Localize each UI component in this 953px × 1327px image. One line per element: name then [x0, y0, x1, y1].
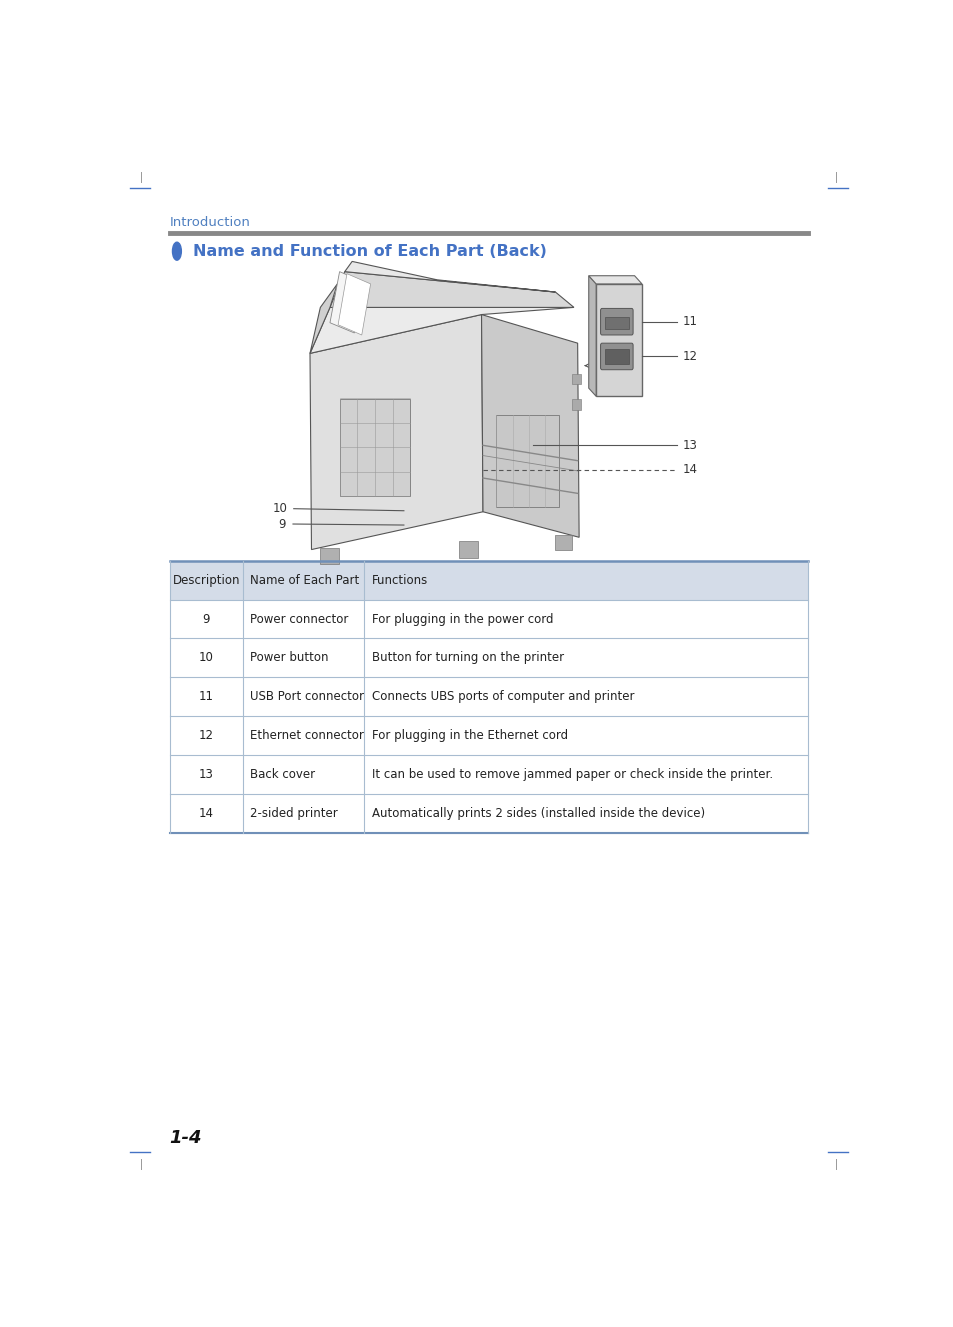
Text: Back cover: Back cover: [250, 768, 315, 780]
Bar: [604, 317, 628, 329]
Polygon shape: [481, 314, 578, 537]
Text: 9: 9: [202, 613, 210, 625]
Polygon shape: [588, 276, 596, 397]
Text: Introduction: Introduction: [170, 216, 250, 230]
Text: Button for turning on the printer: Button for turning on the printer: [372, 652, 563, 665]
Text: 10: 10: [273, 502, 288, 515]
Polygon shape: [588, 276, 641, 284]
Bar: [170, 717, 807, 755]
Polygon shape: [310, 314, 482, 549]
Text: 2-sided printer: 2-sided printer: [250, 807, 337, 820]
Text: 13: 13: [198, 768, 213, 780]
Text: Functions: Functions: [372, 573, 428, 587]
Text: Ethernet connector: Ethernet connector: [250, 729, 364, 742]
Text: 11: 11: [198, 690, 213, 703]
Text: For plugging in the power cord: For plugging in the power cord: [372, 613, 553, 625]
Polygon shape: [337, 273, 370, 334]
FancyBboxPatch shape: [600, 308, 633, 334]
Bar: [555, 535, 571, 549]
Bar: [170, 561, 807, 600]
Bar: [571, 399, 580, 410]
Text: Power connector: Power connector: [250, 613, 349, 625]
Text: Connects UBS ports of computer and printer: Connects UBS ports of computer and print…: [372, 690, 634, 703]
Bar: [496, 414, 558, 507]
Text: 11: 11: [682, 316, 697, 328]
Bar: [170, 638, 807, 677]
Text: 14: 14: [682, 463, 697, 476]
Text: 10: 10: [198, 652, 213, 665]
Text: 12: 12: [682, 350, 697, 364]
Ellipse shape: [172, 243, 181, 260]
Text: Description: Description: [172, 573, 240, 587]
Text: For plugging in the Ethernet cord: For plugging in the Ethernet cord: [372, 729, 567, 742]
Bar: [339, 399, 410, 496]
Bar: [604, 349, 628, 364]
Text: 1-4: 1-4: [170, 1129, 202, 1147]
Text: Name of Each Part: Name of Each Part: [250, 573, 359, 587]
Polygon shape: [310, 284, 337, 353]
Text: 14: 14: [198, 807, 213, 820]
Text: Power button: Power button: [250, 652, 329, 665]
Bar: [170, 755, 807, 794]
Bar: [571, 374, 580, 384]
Bar: [459, 541, 477, 557]
Bar: [170, 600, 807, 638]
Bar: [596, 284, 641, 397]
Polygon shape: [330, 272, 574, 308]
Polygon shape: [310, 308, 574, 353]
Text: Name and Function of Each Part (Back): Name and Function of Each Part (Back): [193, 244, 546, 259]
Text: 9: 9: [278, 518, 285, 531]
Text: 12: 12: [198, 729, 213, 742]
Bar: [320, 548, 338, 564]
Text: USB Port connector: USB Port connector: [250, 690, 364, 703]
Text: Automatically prints 2 sides (installed inside the device): Automatically prints 2 sides (installed …: [372, 807, 704, 820]
Text: It can be used to remove jammed paper or check inside the printer.: It can be used to remove jammed paper or…: [372, 768, 772, 780]
Polygon shape: [344, 261, 555, 292]
Polygon shape: [330, 272, 363, 333]
Text: 13: 13: [682, 439, 697, 451]
Bar: [170, 794, 807, 832]
Bar: [170, 677, 807, 717]
FancyBboxPatch shape: [600, 344, 633, 370]
